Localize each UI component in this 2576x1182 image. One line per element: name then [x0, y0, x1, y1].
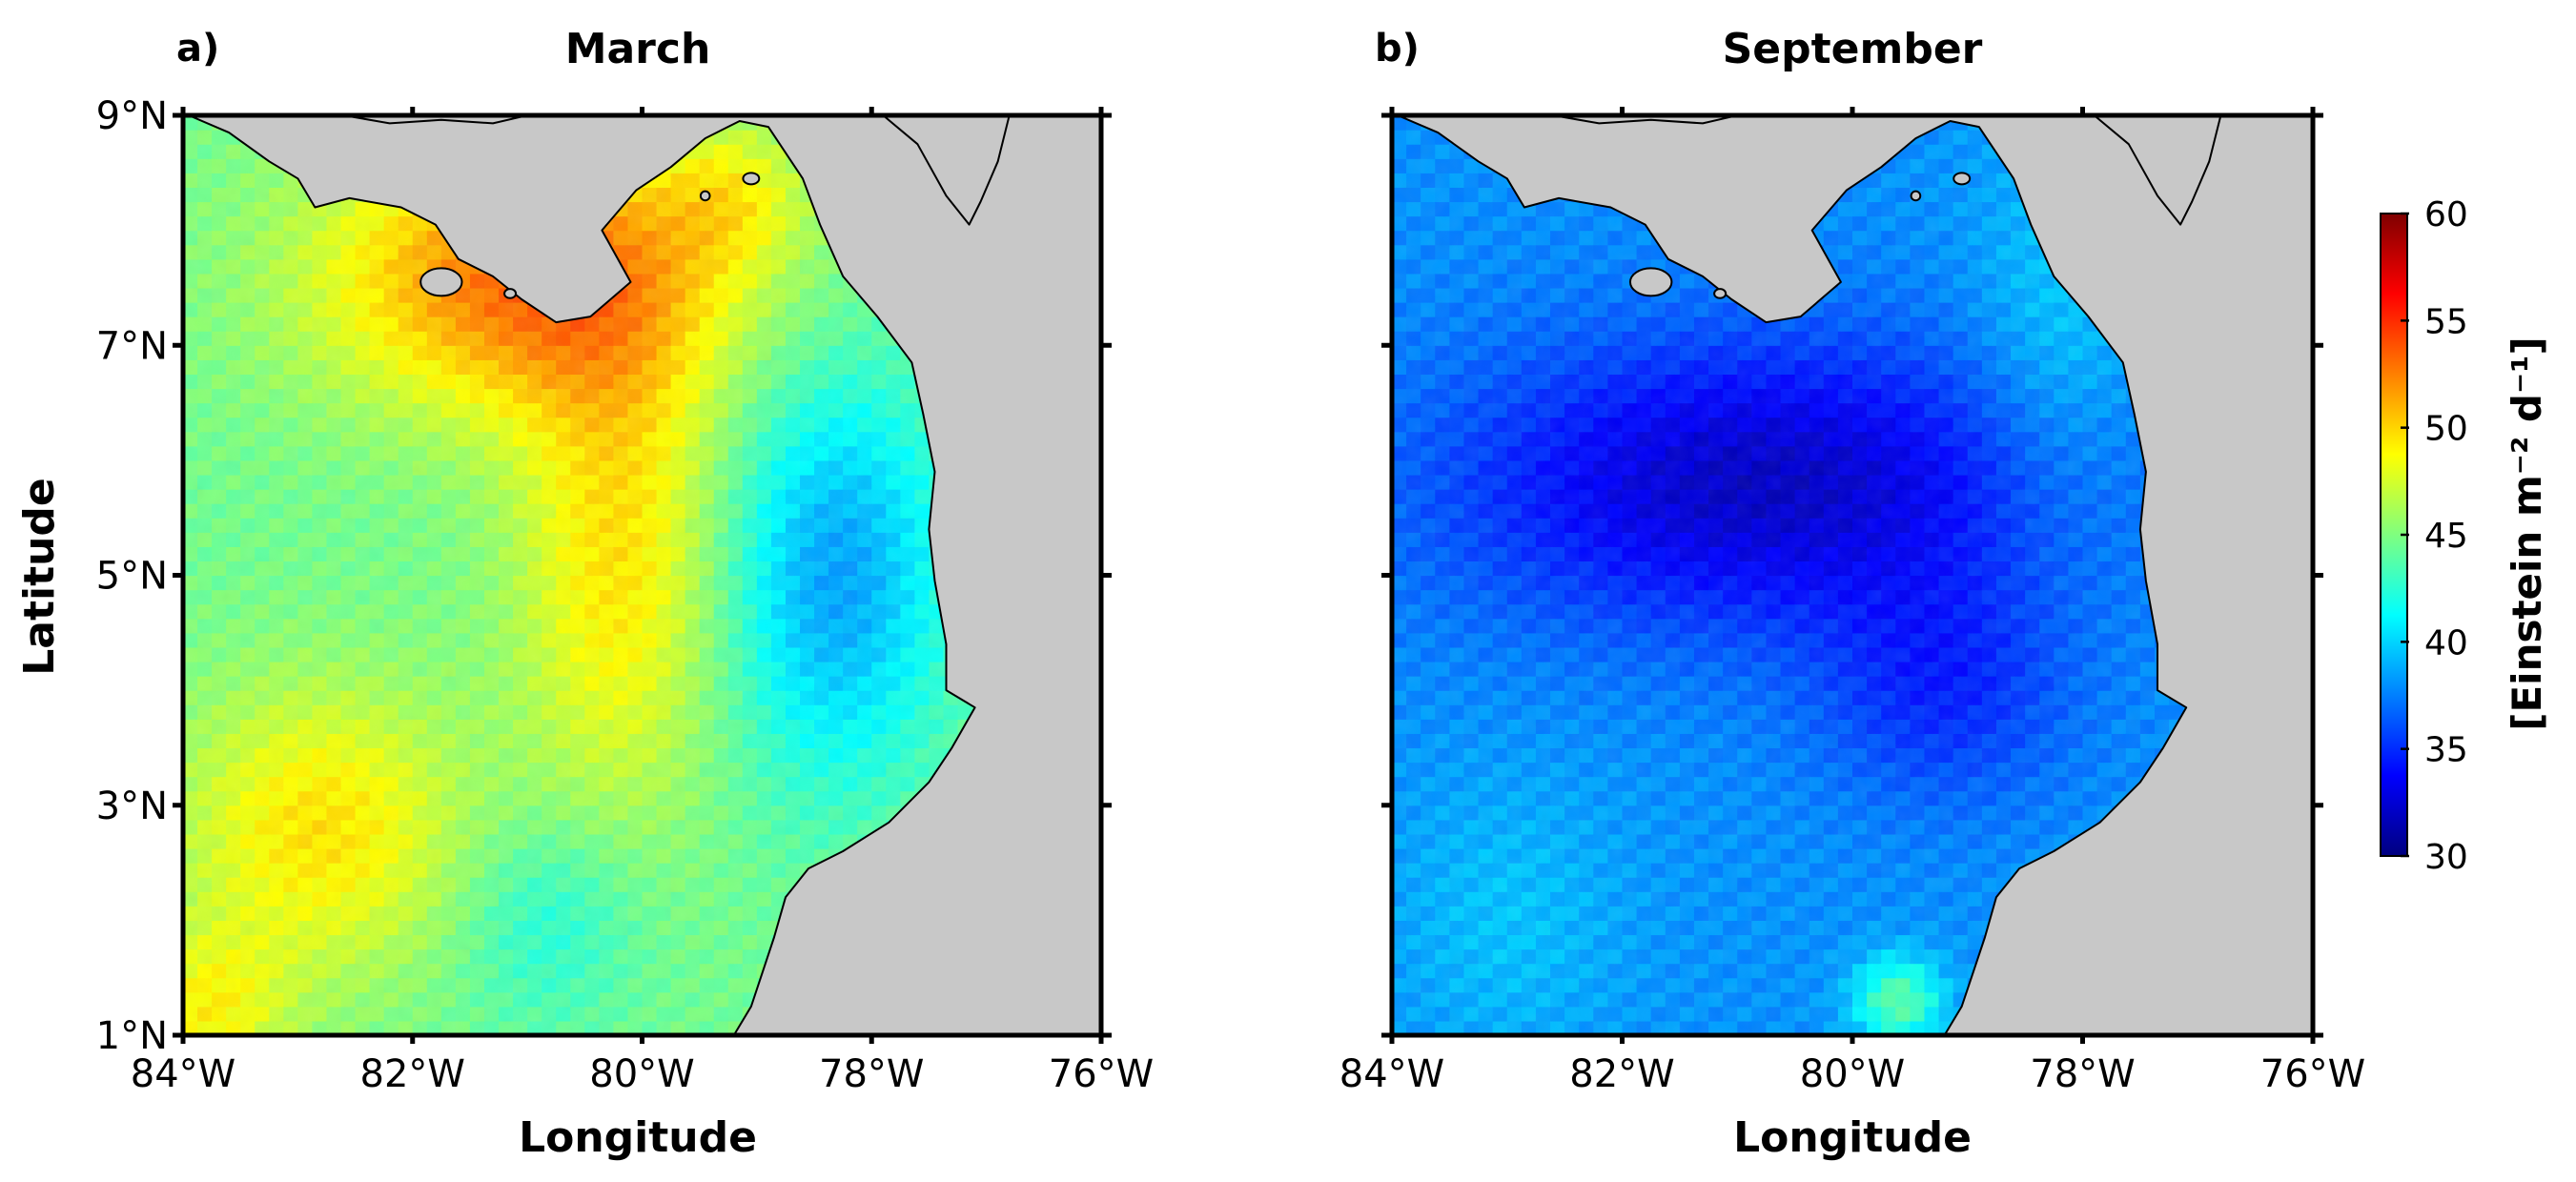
- longitude-tick-label: 82°W: [1569, 1052, 1674, 1096]
- longitude-tick-label: 78°W: [819, 1052, 924, 1096]
- latitude-tick-label: 9°N: [96, 94, 168, 138]
- axis-ticks: [173, 107, 1112, 1044]
- map-area: [1389, 112, 2316, 1038]
- y-axis-label: Latitude: [15, 478, 64, 676]
- latitude-tick-label: 3°N: [96, 785, 168, 828]
- colorbar-tick-labels: 30 35 40 45 50 55 60: [2401, 195, 2468, 877]
- colorbar-tick-label: 40: [2424, 623, 2468, 662]
- colorbar-tick-label: 35: [2424, 731, 2468, 770]
- colorbar-tick-label: 55: [2424, 302, 2468, 341]
- panel-title: September: [1723, 25, 1983, 73]
- colorbar-tick-label: 30: [2424, 838, 2468, 877]
- land: [188, 115, 1101, 1035]
- axis-ticks: [1381, 107, 2323, 1044]
- panel-title: March: [565, 25, 711, 73]
- longitude-tick-label: 84°W: [1339, 1052, 1444, 1096]
- map-area: [180, 112, 1104, 1038]
- latitude-tick-labels: 9°N 7°N 5°N 3°N 1°N: [96, 94, 168, 1058]
- colorbar-tick-label: 45: [2424, 517, 2468, 556]
- panel-letter: a): [176, 27, 219, 71]
- latitude-tick-label: 7°N: [96, 324, 168, 368]
- latitude-tick-label: 1°N: [96, 1014, 168, 1058]
- panel-letter: b): [1375, 27, 1420, 71]
- longitude-tick-label: 80°W: [589, 1052, 694, 1096]
- longitude-tick-labels: 84°W 82°W 80°W 78°W 76°W: [131, 1052, 1154, 1096]
- latitude-tick-label: 5°N: [96, 555, 168, 599]
- longitude-tick-label: 84°W: [131, 1052, 235, 1096]
- map-panel-september: b) September 84°W 82°W 80°W 78°W 76°W Longit…: [1339, 25, 2365, 1162]
- colorbar-label: [Einstein m⁻² d⁻¹]: [2504, 336, 2550, 730]
- longitude-tick-label: 80°W: [1800, 1052, 1905, 1096]
- map-panel-march: a) March 84°W 82°W 80°W 78°W 76°W 9°N 7°N 5°N 3…: [15, 25, 1154, 1162]
- x-axis-label: Longitude: [519, 1113, 757, 1162]
- longitude-tick-label: 76°W: [1049, 1052, 1154, 1096]
- colorbar: 30 35 40 45 50 55 60 [Einstein m⁻² d⁻¹]: [2380, 195, 2550, 877]
- longitude-tick-label: 76°W: [2260, 1052, 2365, 1096]
- longitude-tick-label: 78°W: [2030, 1052, 2135, 1096]
- colorbar-tick-label: 60: [2424, 195, 2468, 234]
- colorbar-tick-label: 50: [2424, 410, 2468, 449]
- longitude-tick-labels: 84°W 82°W 80°W 78°W 76°W: [1339, 1052, 2365, 1096]
- longitude-tick-label: 82°W: [360, 1052, 465, 1096]
- x-axis-label: Longitude: [1733, 1113, 1972, 1162]
